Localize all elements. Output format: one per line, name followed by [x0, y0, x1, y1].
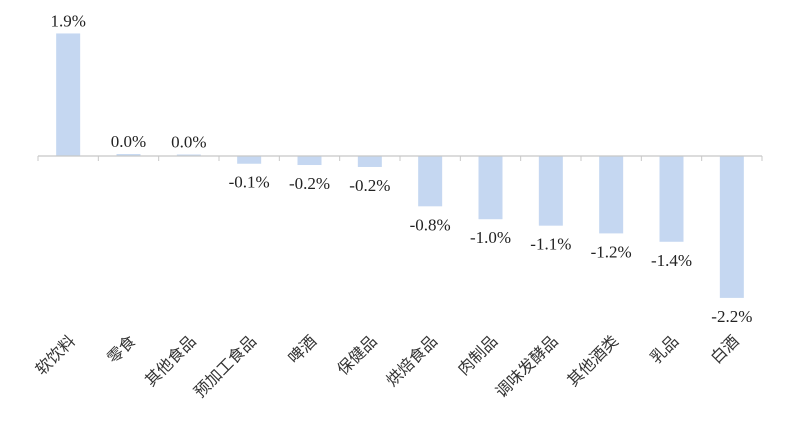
category-label: 预加工食品 — [190, 331, 260, 401]
data-label: -1.4% — [651, 251, 692, 270]
data-label: -1.0% — [470, 228, 511, 247]
data-label: -1.2% — [591, 242, 632, 261]
category-label: 白酒 — [707, 331, 743, 367]
bar — [116, 154, 141, 156]
category-label: 乳品 — [646, 331, 682, 367]
bars-group — [56, 33, 744, 298]
category-label: 肉制品 — [454, 331, 501, 378]
bar — [357, 156, 382, 167]
data-label: -0.2% — [349, 176, 390, 195]
category-label: 其他酒类 — [563, 331, 622, 390]
data-label: 0.0% — [171, 133, 206, 152]
category-label: 零食 — [103, 331, 139, 367]
bar — [56, 33, 81, 157]
category-label: 保健品 — [333, 331, 380, 378]
category-label: 其他食品 — [141, 331, 200, 390]
bar — [418, 156, 443, 207]
data-label: -2.2% — [711, 307, 752, 326]
bar — [297, 156, 322, 166]
bar — [176, 154, 201, 156]
bar — [599, 156, 624, 234]
category-label: 烘焙食品 — [382, 331, 441, 390]
data-label: 1.9% — [50, 11, 85, 30]
bar — [719, 156, 744, 298]
category-label: 啤酒 — [284, 331, 320, 367]
data-label: -0.2% — [289, 174, 330, 193]
bar — [538, 156, 563, 226]
category-label: 软饮料 — [32, 331, 79, 378]
bar — [659, 156, 684, 242]
data-labels-group: 1.9% 0.0% 0.0% -0.1% -0.2% -0.2% -0.8% -1.0% -1.… — [50, 11, 752, 325]
bar — [478, 156, 503, 220]
category-label: 调味发酵品 — [492, 331, 562, 401]
bar — [237, 156, 262, 164]
data-label: -0.1% — [229, 173, 270, 192]
data-label: -0.8% — [410, 215, 451, 234]
data-label: 0.0% — [111, 132, 146, 151]
x-axis-ticks — [37, 156, 763, 161]
data-label: -1.1% — [530, 235, 571, 254]
